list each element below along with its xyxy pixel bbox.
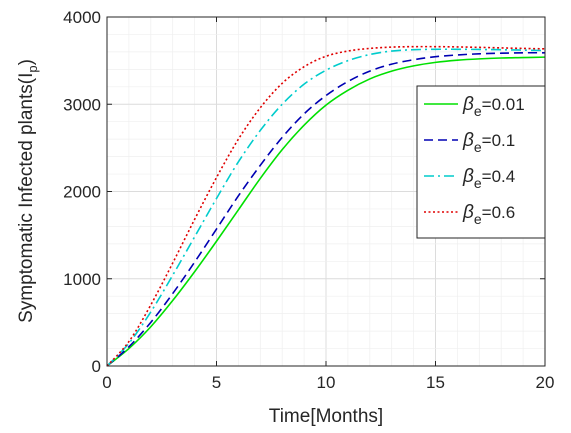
legend-beta-symbol: β	[462, 166, 474, 187]
legend-beta-symbol: β	[462, 130, 474, 151]
x-tick-label: 5	[212, 373, 221, 392]
y-tick-label: 4000	[63, 8, 101, 27]
legend-subscript: e	[474, 139, 482, 155]
x-tick-label: 0	[102, 373, 111, 392]
legend-label-4: βe=0.6	[462, 202, 515, 227]
legend-beta-symbol: β	[462, 202, 474, 223]
legend-subscript: e	[474, 211, 482, 227]
legend-beta-symbol: β	[462, 94, 474, 115]
legend-label-3: βe=0.4	[462, 166, 515, 191]
series-line-2	[106, 51, 546, 367]
y-axis-label-main: Symptomatic Infected plants(I	[16, 73, 37, 323]
x-axis-label: Time[Months]	[269, 406, 383, 427]
series-lines	[106, 45, 546, 367]
y-axis-label-close: )	[16, 59, 37, 65]
legend-value: =0.1	[482, 131, 516, 150]
legend-subscript: e	[474, 175, 482, 191]
x-tick-label: 10	[317, 373, 336, 392]
y-tick-label: 2000	[63, 183, 101, 202]
legend-label-1: βe=0.01	[462, 94, 525, 119]
y-tick-label: 0	[92, 357, 101, 376]
y-axis-label: Symptomatic Infected plants(Ip)	[16, 59, 40, 323]
legend-value: =0.01	[482, 95, 525, 114]
legend-subscript: e	[474, 103, 482, 119]
y-tick-label: 1000	[63, 270, 101, 289]
legend-value: =0.6	[482, 203, 516, 222]
x-tick-labels: 0 5 10 15 20	[102, 373, 554, 392]
x-tick-label: 15	[426, 373, 445, 392]
x-tick-label: 20	[536, 373, 555, 392]
legend-label-2: βe=0.1	[462, 130, 515, 155]
y-axis-label-subscript: p	[25, 65, 40, 72]
y-tick-labels: 0 1000 2000 3000 4000	[63, 8, 101, 376]
series-line-1	[106, 56, 546, 367]
tick-marks	[106, 16, 546, 367]
legend-value: =0.4	[482, 167, 516, 186]
series-line-3	[106, 48, 546, 367]
y-tick-label: 3000	[63, 95, 101, 114]
